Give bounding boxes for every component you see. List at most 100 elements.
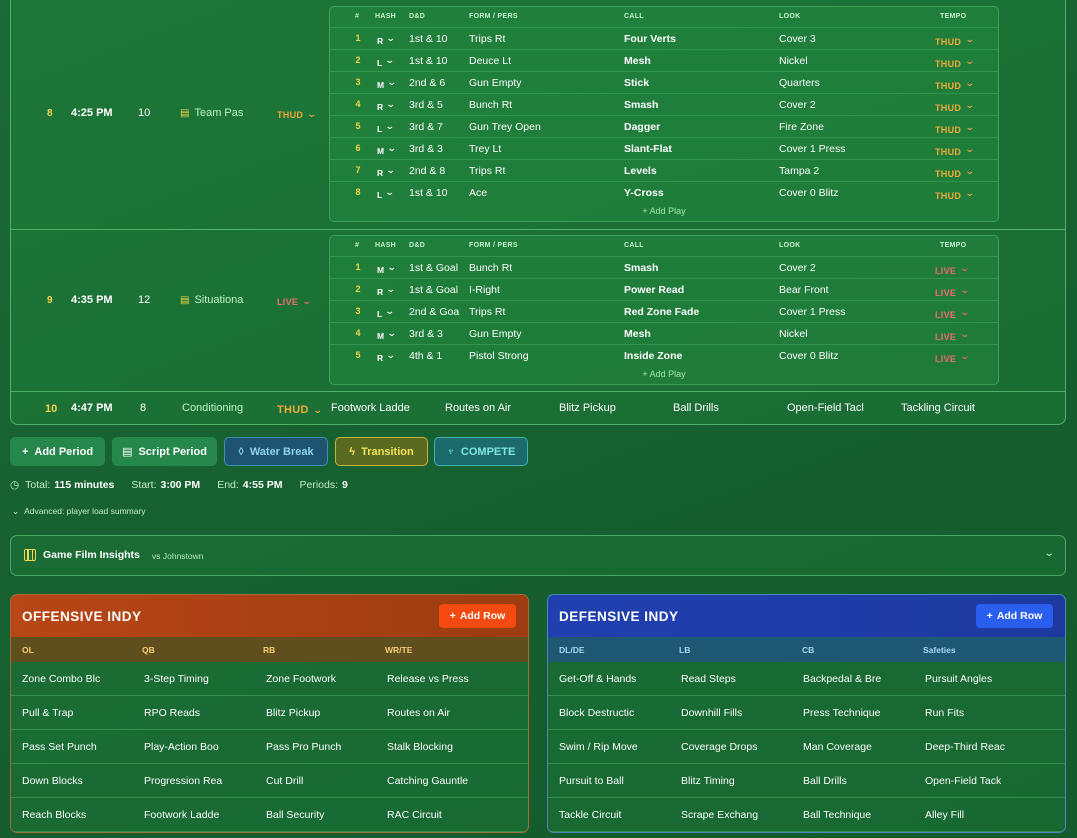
drill-cell[interactable]: Run Fits xyxy=(925,707,965,719)
defensive-look[interactable]: Quarters xyxy=(779,77,820,89)
play-call[interactable]: Mesh xyxy=(624,55,651,67)
station-cell[interactable]: Footwork Ladde xyxy=(331,402,410,414)
drill-cell[interactable]: Get-Off & Hands xyxy=(559,673,637,685)
play-call[interactable]: Four Verts xyxy=(624,33,676,45)
add-play-button[interactable]: + Add Play xyxy=(642,206,686,216)
down-distance[interactable]: 3rd & 3 xyxy=(409,328,443,340)
hash-select[interactable]: R⌄ xyxy=(377,165,395,178)
play-call[interactable]: Levels xyxy=(624,165,657,177)
water-break-button[interactable]: ◊ Water Break xyxy=(224,437,328,466)
drill-cell[interactable]: RAC Circuit xyxy=(387,809,442,821)
play-tempo-select[interactable]: LIVE⌄ xyxy=(935,263,969,276)
formation[interactable]: Trips Rt xyxy=(469,165,506,177)
play-tempo-select[interactable]: THUD⌄ xyxy=(935,144,974,157)
drill-cell[interactable]: Coverage Drops xyxy=(681,741,758,753)
defensive-look[interactable]: Cover 1 Press xyxy=(779,143,846,155)
drill-cell[interactable]: Catching Gauntle xyxy=(387,775,469,787)
period-tempo-select[interactable]: THUD⌄ xyxy=(277,109,317,120)
station-cell[interactable]: Ball Drills xyxy=(673,402,719,414)
drill-cell[interactable]: Pass Pro Punch xyxy=(266,741,342,753)
drill-cell[interactable]: Read Steps xyxy=(681,673,736,685)
drill-cell[interactable]: Routes on Air xyxy=(387,707,451,719)
period-name[interactable]: ▤ Situationa xyxy=(180,294,244,306)
formation[interactable]: Gun Trey Open xyxy=(469,121,541,133)
drill-cell[interactable]: Ball Security xyxy=(266,809,325,821)
play-call[interactable]: Slant-Flat xyxy=(624,143,672,155)
hash-select[interactable]: M⌄ xyxy=(377,262,396,275)
formation[interactable]: Trips Rt xyxy=(469,306,506,318)
drill-cell[interactable]: Tackle Circuit xyxy=(559,809,622,821)
play-call[interactable]: Dagger xyxy=(624,121,661,133)
drill-cell[interactable]: Pass Set Punch xyxy=(22,741,97,753)
game-film-insights-panel[interactable]: Game Film Insights vs Johnstown ⌄ xyxy=(10,535,1066,576)
play-tempo-select[interactable]: LIVE⌄ xyxy=(935,329,969,342)
formation[interactable]: Gun Empty xyxy=(469,328,522,340)
play-tempo-select[interactable]: THUD⌄ xyxy=(935,78,974,91)
drill-cell[interactable]: Ball Drills xyxy=(803,775,847,787)
drill-cell[interactable]: Blitz Timing xyxy=(681,775,735,787)
defensive-look[interactable]: Cover 2 xyxy=(779,262,816,274)
script-period-button[interactable]: ▤ Script Period xyxy=(112,437,217,466)
period-tempo-select[interactable]: THUD⌄ xyxy=(277,404,322,416)
defensive-look[interactable]: Nickel xyxy=(779,328,808,340)
drill-cell[interactable]: Footwork Ladde xyxy=(144,809,220,821)
play-tempo-select[interactable]: THUD⌄ xyxy=(935,100,974,113)
station-cell[interactable]: Open-Field Tacl xyxy=(787,402,864,414)
drill-cell[interactable]: Downhill Fills xyxy=(681,707,743,719)
play-call[interactable]: Stick xyxy=(624,77,650,89)
formation[interactable]: Bunch Rt xyxy=(469,262,513,274)
defensive-look[interactable]: Cover 3 xyxy=(779,33,816,45)
defensive-look[interactable]: Bear Front xyxy=(779,284,829,296)
chevron-down-icon[interactable]: ⌄ xyxy=(1043,548,1055,559)
add-row-button[interactable]: + Add Row xyxy=(439,604,516,628)
drill-cell[interactable]: Blitz Pickup xyxy=(266,707,321,719)
down-distance[interactable]: 1st & 10 xyxy=(409,187,448,199)
hash-select[interactable]: R⌄ xyxy=(377,350,395,363)
drill-cell[interactable]: Scrape Exchang xyxy=(681,809,759,821)
play-tempo-select[interactable]: THUD⌄ xyxy=(935,56,974,69)
drill-cell[interactable]: Press Technique xyxy=(803,707,881,719)
advanced-toggle[interactable]: ⌄ Advanced: player load summary xyxy=(12,506,146,517)
period-tempo-select[interactable]: LIVE ⌄ xyxy=(277,296,312,307)
drill-cell[interactable]: Zone Footwork xyxy=(266,673,337,685)
drill-cell[interactable]: Backpedal & Bre xyxy=(803,673,882,685)
drill-cell[interactable]: Open-Field Tack xyxy=(925,775,1002,787)
play-tempo-select[interactable]: LIVE⌄ xyxy=(935,351,969,364)
compete-button[interactable]: ♆ COMPETE xyxy=(434,437,528,466)
drill-cell[interactable]: Pull & Trap xyxy=(22,707,74,719)
period-row[interactable]: 9 4:35 PM 12 ▤ Situationa LIVE ⌄ # HASH D… xyxy=(11,230,1065,392)
hash-select[interactable]: M⌄ xyxy=(377,328,396,341)
drill-cell[interactable]: Zone Combo Blc xyxy=(22,673,101,685)
down-distance[interactable]: 3rd & 3 xyxy=(409,143,443,155)
play-call[interactable]: Red Zone Fade xyxy=(624,306,700,318)
station-cell[interactable]: Tackling Circuit xyxy=(901,402,975,414)
add-row-button[interactable]: + Add Row xyxy=(976,604,1053,628)
play-call[interactable]: Smash xyxy=(624,262,659,274)
play-call[interactable]: Smash xyxy=(624,99,659,111)
drill-cell[interactable]: Down Blocks xyxy=(22,775,83,787)
formation[interactable]: Trey Lt xyxy=(469,143,502,155)
formation[interactable]: Ace xyxy=(469,187,488,199)
hash-select[interactable]: L⌄ xyxy=(377,187,394,200)
formation[interactable]: Trips Rt xyxy=(469,33,506,45)
hash-select[interactable]: M⌄ xyxy=(377,143,396,156)
defensive-look[interactable]: Cover 0 Blitz xyxy=(779,350,839,362)
down-distance[interactable]: 1st & 10 xyxy=(409,55,448,67)
drill-cell[interactable]: RPO Reads xyxy=(144,707,201,719)
drill-cell[interactable]: Man Coverage xyxy=(803,741,872,753)
defensive-look[interactable]: Cover 1 Press xyxy=(779,306,846,318)
hash-select[interactable]: L⌄ xyxy=(377,55,394,68)
add-period-button[interactable]: + Add Period xyxy=(10,437,105,466)
station-cell[interactable]: Blitz Pickup xyxy=(559,402,616,414)
play-call[interactable]: Power Read xyxy=(624,284,685,296)
